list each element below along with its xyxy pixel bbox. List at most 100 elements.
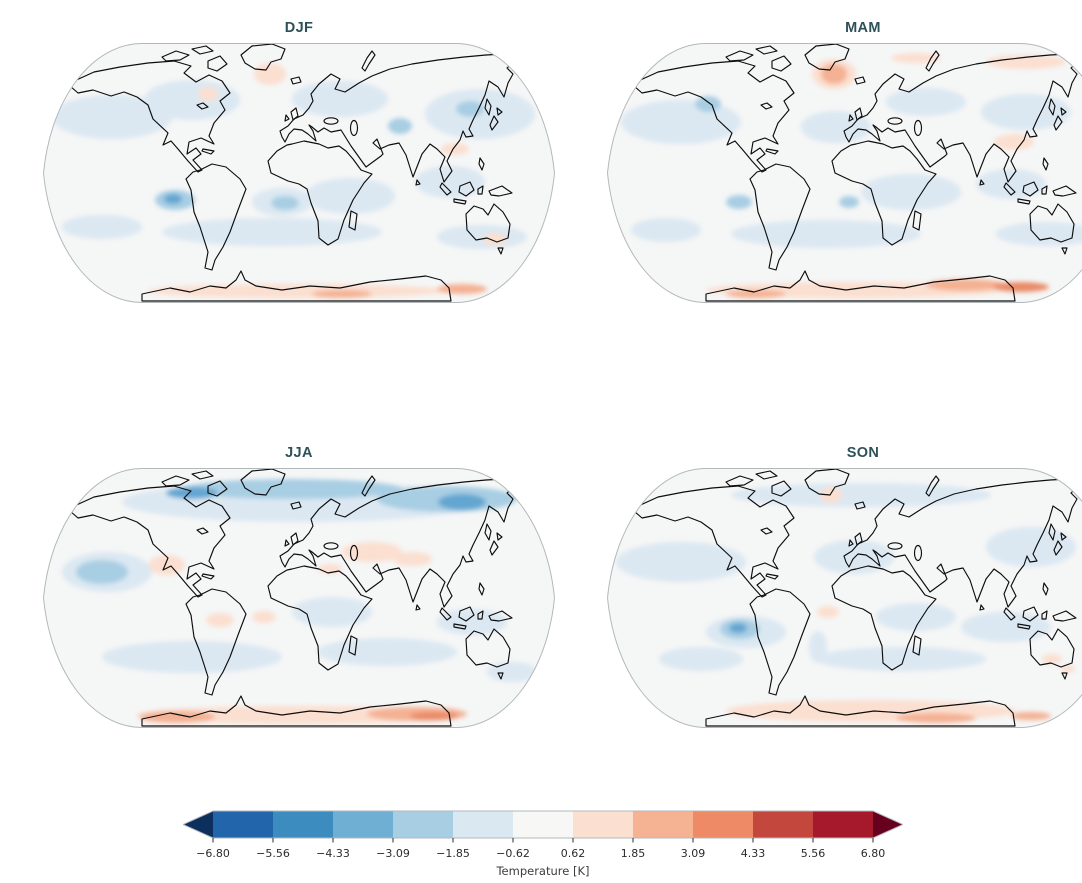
colorbar-tick-label: 4.33 (741, 847, 766, 860)
anomaly-blob (305, 178, 395, 214)
anomaly-blob (820, 487, 842, 503)
colorbar-tick-label: −6.80 (196, 847, 230, 860)
anomaly-blob (102, 641, 282, 673)
anomaly-blob (441, 143, 469, 155)
anomaly-blob (993, 282, 1049, 292)
panel-title-son: SON (846, 445, 880, 461)
anomaly-blob (410, 712, 458, 720)
anomaly-layer-djf (52, 63, 535, 298)
anomaly-blob (317, 638, 457, 666)
colorbar-segment (693, 811, 753, 838)
map-content-mam (607, 43, 1082, 303)
anomaly-layer-jja (62, 479, 537, 724)
colorbar-segment (453, 811, 513, 838)
world-map-djf (42, 43, 556, 303)
anomaly-blob (292, 597, 372, 627)
colorbar-tick-label: −0.62 (496, 847, 530, 860)
anomaly-blob (166, 487, 218, 499)
anomaly-blob (729, 623, 747, 633)
anomaly-blob (731, 220, 921, 248)
coastlines (69, 43, 536, 302)
anomaly-blob (731, 483, 991, 507)
anomaly-blob (164, 194, 182, 204)
anomaly-blob (292, 81, 388, 117)
colorbar-segment (633, 811, 693, 838)
map-panel-mam: MAM (606, 17, 1082, 304)
projection-border (42, 43, 556, 303)
anomaly-blob (149, 555, 185, 575)
colorbar-tick-label: 1.85 (621, 847, 646, 860)
projection-border (42, 468, 556, 728)
colorbar: −6.80 −5.56 −4.33 −3.09 −1.85 −0.62 0.62 1.85 3.… (183, 810, 903, 882)
colorbar-tick-label: 3.09 (681, 847, 706, 860)
anomaly-blob (254, 63, 286, 85)
anomaly-blob (961, 612, 1051, 642)
anomaly-blob (1042, 654, 1062, 664)
anomaly-blob (162, 218, 382, 246)
colorbar-tick-label: 5.56 (801, 847, 826, 860)
anomaly-blob (1061, 665, 1075, 673)
colorbar-tick-label: 0.62 (561, 847, 586, 860)
anomaly-blob (659, 647, 743, 671)
anomaly-blob (438, 494, 486, 510)
anomaly-blob (839, 196, 859, 208)
map-content-son (607, 468, 1082, 728)
anomaly-blob (926, 279, 1006, 291)
coastlines (633, 468, 1081, 727)
colorbar-svg: −6.80 −5.56 −4.33 −3.09 −1.85 −0.62 0.62 1.85 3.… (183, 810, 903, 878)
colorbar-under-arrow (183, 811, 213, 838)
anomaly-blob (182, 479, 402, 499)
colorbar-segment (513, 811, 573, 838)
map-panel-son: SON (606, 442, 1082, 729)
anomaly-blob (817, 606, 839, 618)
anomaly-blob (814, 540, 894, 574)
colorbar-tick-label: −1.85 (436, 847, 470, 860)
anomaly-blob (801, 111, 871, 143)
anomaly-blob (996, 222, 1082, 246)
anomaly-blob (616, 542, 746, 582)
projection-border (606, 468, 1082, 728)
colorbar-segment (753, 811, 813, 838)
world-map-son (606, 468, 1082, 728)
panel-title-mam: MAM (845, 20, 881, 36)
anomaly-blob (1011, 712, 1051, 720)
colorbar-tick-label: −5.56 (256, 847, 290, 860)
colorbar-over-arrow (873, 811, 903, 838)
anomaly-blob (437, 284, 487, 294)
anomaly-blob (62, 215, 142, 239)
anomaly-blob (695, 96, 721, 112)
panel-title-jja: JJA (285, 445, 313, 461)
anomaly-blob (891, 53, 941, 63)
anomaly-blob (981, 94, 1071, 130)
colorbar-segment (393, 811, 453, 838)
anomaly-blob (896, 713, 976, 723)
map-panel-djf: DJF (42, 17, 556, 304)
anomaly-blob (886, 88, 966, 116)
anomaly-blob (976, 169, 1046, 199)
coastlines (633, 43, 1081, 302)
anomaly-blob (631, 218, 701, 242)
anomaly-blob (388, 118, 412, 134)
map-content-jja (43, 468, 555, 728)
anomaly-blob (821, 64, 847, 84)
colorbar-segment (333, 811, 393, 838)
colorbar-tick-label: −3.09 (376, 847, 410, 860)
anomaly-layer-mam (621, 53, 1082, 298)
ocean-background (607, 468, 1082, 728)
anomaly-blob (52, 95, 172, 139)
colorbar-segment (813, 811, 873, 838)
map-panel-jja: JJA (42, 442, 556, 729)
anomaly-blob (994, 134, 1034, 150)
anomaly-blob (816, 647, 986, 671)
colorbar-axis-label: Temperature [K] (495, 864, 589, 878)
anomaly-blob (456, 101, 484, 117)
colorbar-tick-label: −4.33 (316, 847, 350, 860)
anomaly-blob (726, 290, 786, 298)
anomaly-blob (139, 711, 215, 723)
world-map-mam (606, 43, 1082, 303)
anomaly-blob (726, 195, 752, 209)
anomaly-blob (392, 552, 432, 566)
anomaly-blob (861, 174, 961, 210)
projection-border (606, 43, 1082, 303)
anomaly-blob (876, 603, 956, 631)
